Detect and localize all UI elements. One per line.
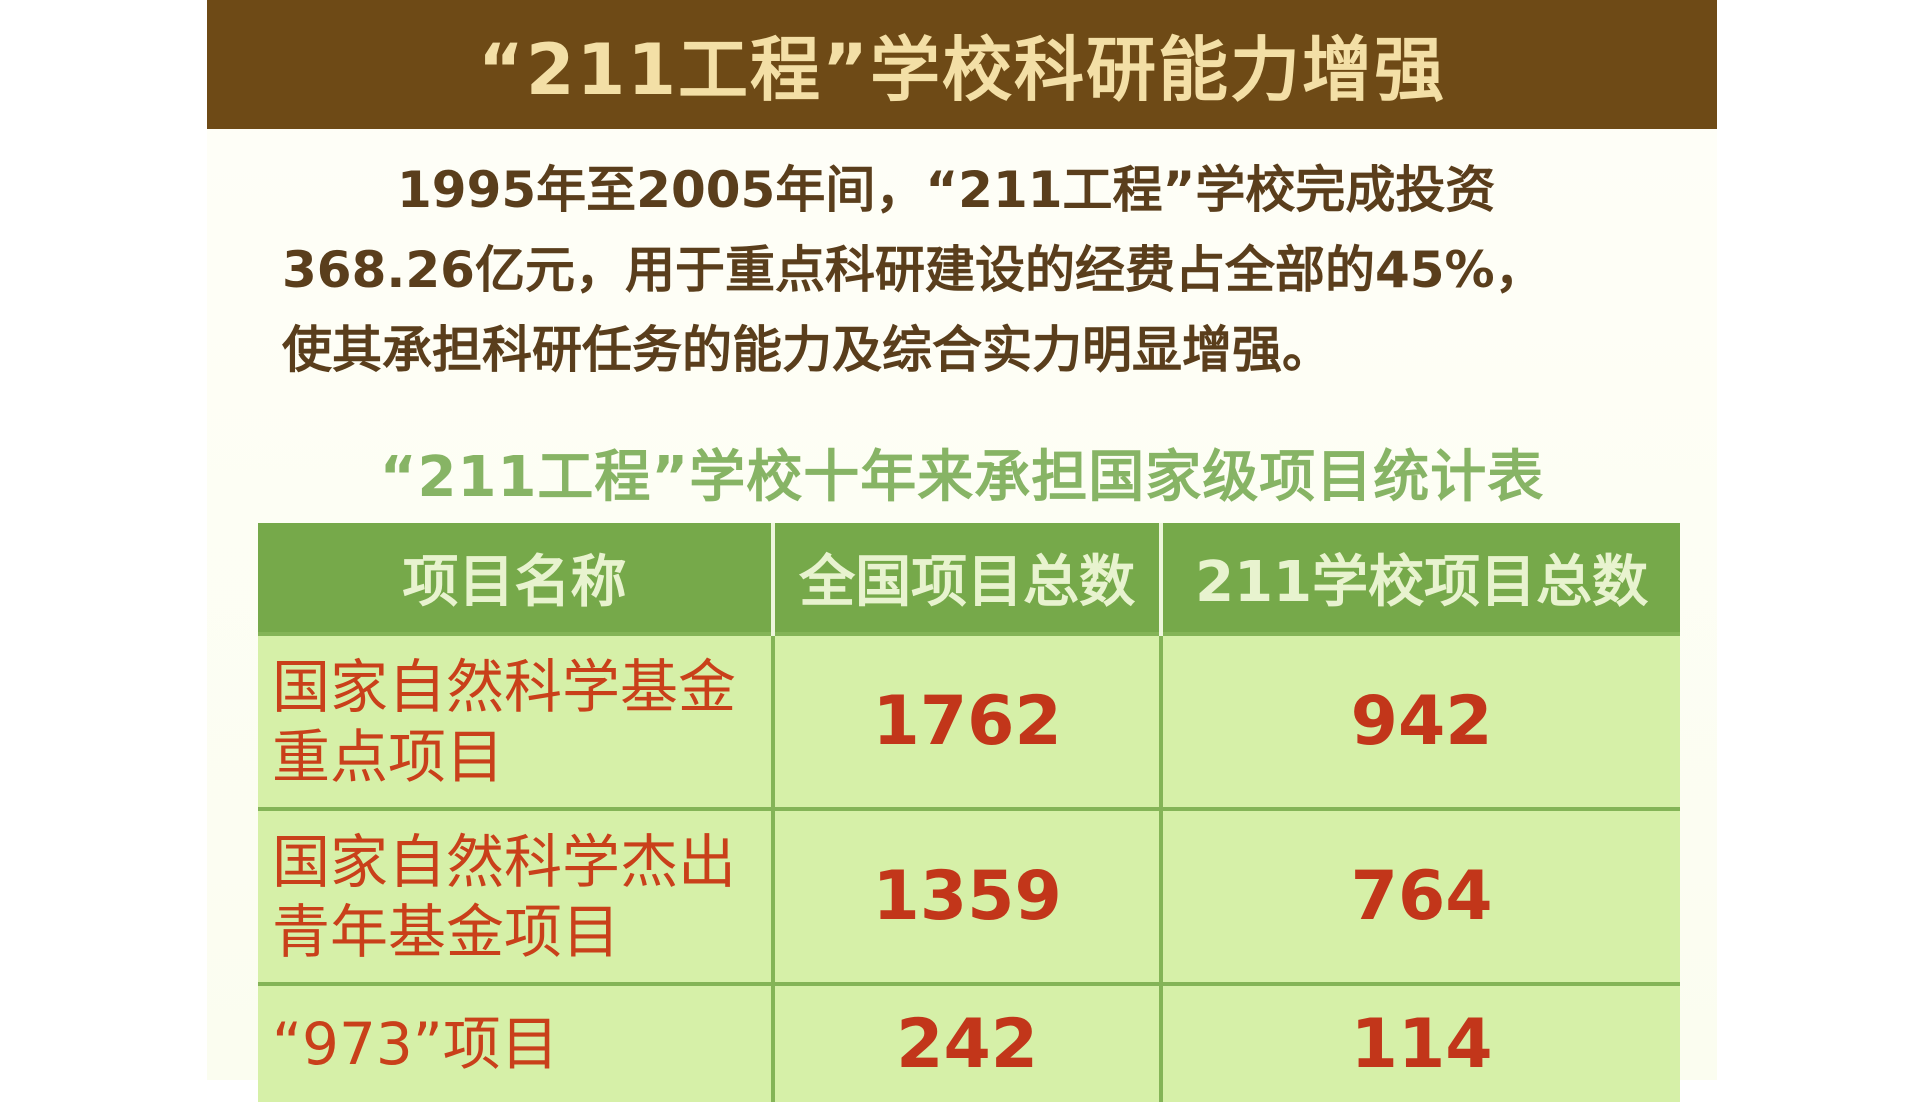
intro-line: 368.26亿元，用于重点科研建设的经费占全部的45%， (282, 241, 1545, 299)
intro-paragraph: 1995年至2005年间，“211工程”学校完成投资 368.26亿元，用于重点… (282, 150, 1662, 390)
intro-line: 使其承担科研任务的能力及综合实力明显增强。 (282, 321, 1332, 379)
table-title: “211工程”学校十年来承担国家级项目统计表 (379, 445, 1545, 510)
national-count: 1359 (773, 807, 1164, 984)
national-count: 242 (773, 982, 1164, 1102)
school211-count: 114 (1161, 982, 1680, 1102)
column-header: 211学校项目总数 (1161, 523, 1680, 634)
table-header-row: 项目名称 全国项目总数 211学校项目总数 (258, 523, 1680, 634)
infographic: “211工程”学校科研能力增强 1995年至2005年间，“211工程”学校完成… (207, 0, 1717, 1102)
national-count: 1762 (773, 632, 1164, 809)
title-banner: “211工程”学校科研能力增强 (207, 0, 1717, 129)
column-header: 项目名称 (258, 523, 775, 634)
column-header: 全国项目总数 (773, 523, 1164, 634)
table-row: 国家自然科学杰出青年基金项目 1359 764 (258, 807, 1680, 984)
page-title: “211工程”学校科研能力增强 (477, 29, 1447, 111)
stats-table: 项目名称 全国项目总数 211学校项目总数 国家自然科学基金重点项目 1762 … (258, 523, 1680, 1102)
table-row: “973”项目 242 114 (258, 982, 1680, 1102)
project-name: 国家自然科学基金重点项目 (258, 632, 775, 809)
intro-line: 1995年至2005年间，“211工程”学校完成投资 (397, 161, 1496, 219)
school211-count: 764 (1161, 807, 1680, 984)
table-row: 国家自然科学基金重点项目 1762 942 (258, 632, 1680, 809)
project-name: “973”项目 (258, 982, 775, 1102)
project-name: 国家自然科学杰出青年基金项目 (258, 807, 775, 984)
school211-count: 942 (1161, 632, 1680, 809)
